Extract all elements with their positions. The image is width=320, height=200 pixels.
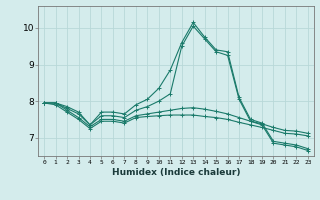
- X-axis label: Humidex (Indice chaleur): Humidex (Indice chaleur): [112, 168, 240, 177]
